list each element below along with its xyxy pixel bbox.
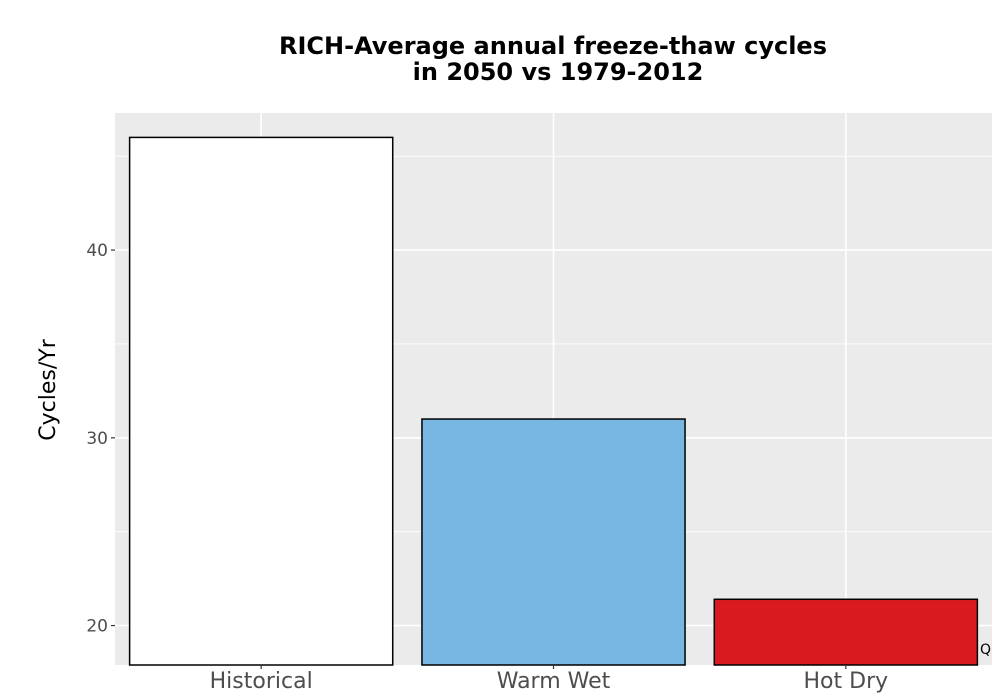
y-tick-label: 30 <box>86 429 108 449</box>
corner-mark: Q <box>980 642 991 658</box>
y-axis-label: Cycles/Yr <box>36 338 61 440</box>
bar-historical <box>128 136 394 666</box>
bar-warm-wet <box>421 418 686 666</box>
x-tick-label: Warm Wet <box>497 669 611 694</box>
x-tick-label: Historical <box>210 669 313 694</box>
y-tick-label: 40 <box>86 241 108 261</box>
y-tick-label: 20 <box>86 617 108 637</box>
x-axis-ticks: Historical Warm Wet Hot Dry <box>210 665 889 694</box>
x-tick-label: Hot Dry <box>804 669 889 694</box>
chart-title-line-1: RICH-Average annual freeze-thaw cycles <box>279 32 827 60</box>
y-axis-ticks: 20 30 40 <box>86 241 115 637</box>
bar-hot-dry <box>713 598 979 666</box>
bars <box>128 136 979 666</box>
chart-title-line-2: in 2050 vs 1979-2012 <box>413 58 704 86</box>
